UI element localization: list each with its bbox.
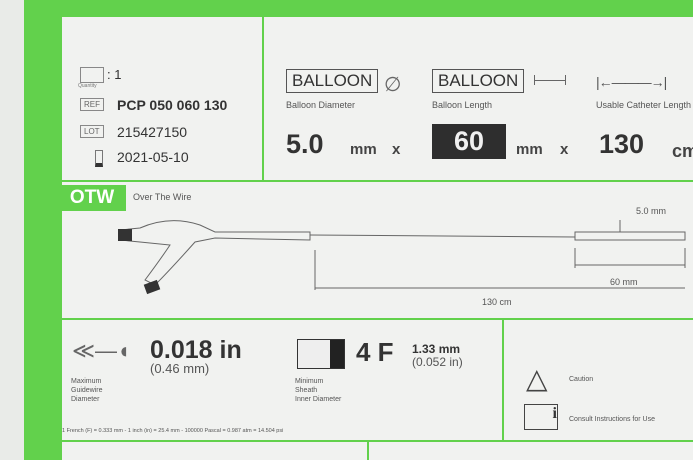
catheter-unit: cm bbox=[672, 141, 693, 161]
sheath-caption-1: Minimum bbox=[295, 378, 324, 385]
guidewire-panel: ≪—◖ 0.018 in (0.46 mm) Maximum Guidewire… bbox=[62, 320, 502, 440]
otw-total-length: 130 cm bbox=[482, 297, 512, 307]
sheath-in: (0.052 in) bbox=[412, 355, 463, 369]
otw-balloon-length: 60 mm bbox=[610, 277, 638, 287]
bottom-panel-left bbox=[62, 442, 367, 460]
otw-diameter: 5.0 mm bbox=[636, 206, 667, 216]
catheter-length-caption: Usable Catheter Length bbox=[596, 100, 692, 110]
info-panel: Quantity : 1 REF PCP 050 060 130 LOT 215… bbox=[62, 17, 262, 180]
ref-number: PCP 050 060 130 bbox=[117, 97, 228, 113]
guidewire-value: 0.018 in bbox=[150, 336, 242, 364]
expiry-date: 2021-05-10 bbox=[117, 149, 189, 165]
bottom-panel-right bbox=[369, 442, 693, 460]
catheter-length-icon: |←———→| bbox=[596, 74, 667, 90]
lot-icon: LOT bbox=[80, 125, 104, 138]
sheath-caption-3: Inner Diameter bbox=[295, 396, 342, 403]
sheath-caption-2: Sheath bbox=[295, 387, 318, 394]
balloon-length-caption: Balloon Length bbox=[432, 100, 493, 110]
otw-title: Over The Wire bbox=[133, 192, 192, 202]
caution-label: Caution bbox=[569, 376, 594, 383]
balloon-length-label: BALLOON bbox=[432, 69, 525, 93]
guidewire-caption-1: Maximum bbox=[71, 378, 102, 385]
guidewire-caption-2: Guidewire bbox=[71, 387, 103, 394]
quantity: : 1 bbox=[107, 67, 122, 82]
quantity-label: Quantity bbox=[78, 83, 97, 89]
sheath-value: 4 F bbox=[356, 337, 394, 367]
guidewire-caption-3: Diameter bbox=[71, 396, 100, 403]
length-icon bbox=[534, 75, 566, 85]
hourglass-icon bbox=[95, 150, 103, 167]
x-sep: x bbox=[560, 141, 569, 158]
sheath-mm: 1.33 mm bbox=[412, 342, 461, 356]
length-unit: mm bbox=[516, 141, 543, 158]
lot-number: 215427150 bbox=[117, 124, 188, 140]
x-sep: x bbox=[392, 141, 401, 158]
catheter-length-value: 130 bbox=[599, 129, 645, 159]
balloon-length-value: 60 bbox=[432, 124, 507, 159]
ref-icon: REF bbox=[80, 98, 104, 111]
conversion-note: 1 French (F) = 0.333 mm - 1 inch (in) = … bbox=[62, 428, 284, 434]
balloon-diameter-label: BALLOON bbox=[286, 69, 379, 93]
instructions-icon: i bbox=[524, 404, 558, 430]
specs-panel: BALLOON ∅ Balloon Diameter 5.0 mm x BALL… bbox=[264, 17, 693, 180]
scale-icon bbox=[80, 67, 104, 83]
otw-tab: OTW bbox=[58, 185, 126, 211]
sheath-icon bbox=[297, 339, 345, 369]
catheter-diagram bbox=[118, 220, 686, 295]
balloon-diameter-caption: Balloon Diameter bbox=[286, 100, 356, 110]
guidewire-icon: ≪—◖ bbox=[72, 338, 131, 363]
balloon-diameter-value: 5.0 bbox=[286, 129, 324, 159]
ifu-label: Consult Instructions for Use bbox=[569, 416, 655, 423]
guidewire-mm: (0.46 mm) bbox=[150, 361, 210, 376]
symbols-panel: △ Caution i Consult Instructions for Use bbox=[504, 320, 693, 440]
caution-icon: △ bbox=[526, 363, 548, 394]
diameter-icon: ∅ bbox=[384, 74, 402, 96]
diameter-unit: mm bbox=[350, 141, 377, 158]
